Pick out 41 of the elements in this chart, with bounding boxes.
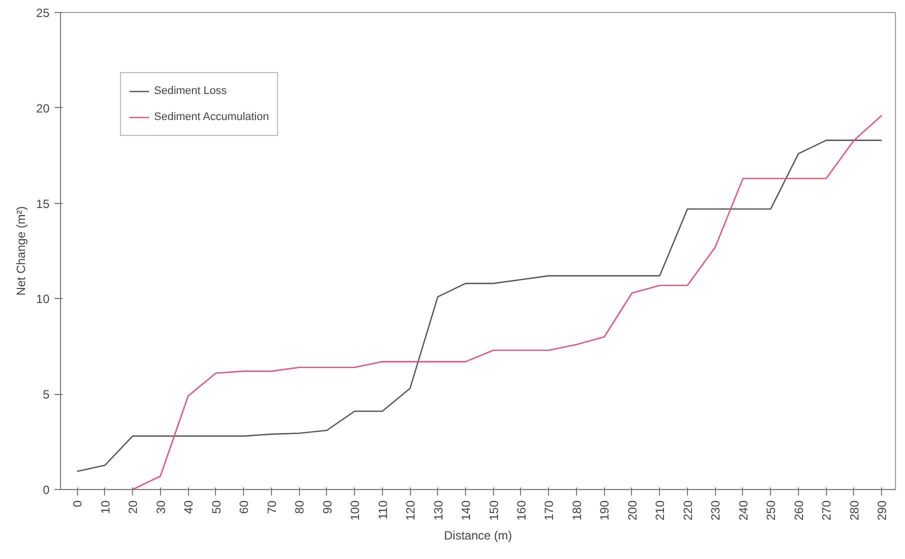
legend-label: Sediment Loss xyxy=(154,85,227,97)
y-tick-label: 20 xyxy=(36,101,50,116)
y-tick-label: 0 xyxy=(42,483,50,497)
x-tick-label: 130 xyxy=(431,500,446,521)
x-tick-label: 100 xyxy=(348,500,362,521)
x-tick-label: 0 xyxy=(70,500,85,508)
x-tick-label: 170 xyxy=(542,500,556,521)
x-tick-label: 120 xyxy=(404,500,418,521)
y-tick-label: 10 xyxy=(36,292,50,306)
y-tick-label: 25 xyxy=(36,6,50,20)
x-tick-label: 200 xyxy=(625,500,640,521)
x-tick-label: 270 xyxy=(820,500,834,521)
x-tick-label: 10 xyxy=(98,500,112,514)
x-tick-label: 210 xyxy=(653,500,668,521)
x-tick-label: 230 xyxy=(708,500,723,521)
x-tick-label: 30 xyxy=(154,500,168,514)
x-tick-label: 190 xyxy=(598,500,612,521)
y-axis-title: Net Change (m²) xyxy=(14,206,28,296)
x-tick-label: 180 xyxy=(570,500,584,521)
x-tick-label: 240 xyxy=(736,500,750,521)
y-tick-label: 5 xyxy=(42,388,50,402)
x-tick-label: 150 xyxy=(486,500,501,521)
x-tick-label: 80 xyxy=(292,500,307,514)
x-tick-label: 60 xyxy=(237,500,252,514)
x-tick-label: 110 xyxy=(376,500,390,520)
x-tick-label: 50 xyxy=(209,500,224,514)
legend-label: Sediment Accumulation xyxy=(154,111,269,123)
x-tick-label: 40 xyxy=(182,500,196,514)
x-tick-label: 260 xyxy=(792,500,806,521)
x-tick-label: 290 xyxy=(875,500,890,521)
x-tick-label: 70 xyxy=(264,500,279,514)
x-tick-label: 160 xyxy=(514,500,528,521)
x-tick-label: 220 xyxy=(680,500,695,521)
x-tick-label: 90 xyxy=(320,500,334,514)
y-tick-label: 15 xyxy=(36,196,50,211)
x-axis-title: Distance (m) xyxy=(444,528,512,543)
x-tick-label: 250 xyxy=(764,500,778,521)
line-series xyxy=(76,140,882,472)
x-tick-label: 280 xyxy=(847,500,862,521)
x-tick-label: 140 xyxy=(459,500,474,521)
x-tick-label: 20 xyxy=(126,500,140,514)
